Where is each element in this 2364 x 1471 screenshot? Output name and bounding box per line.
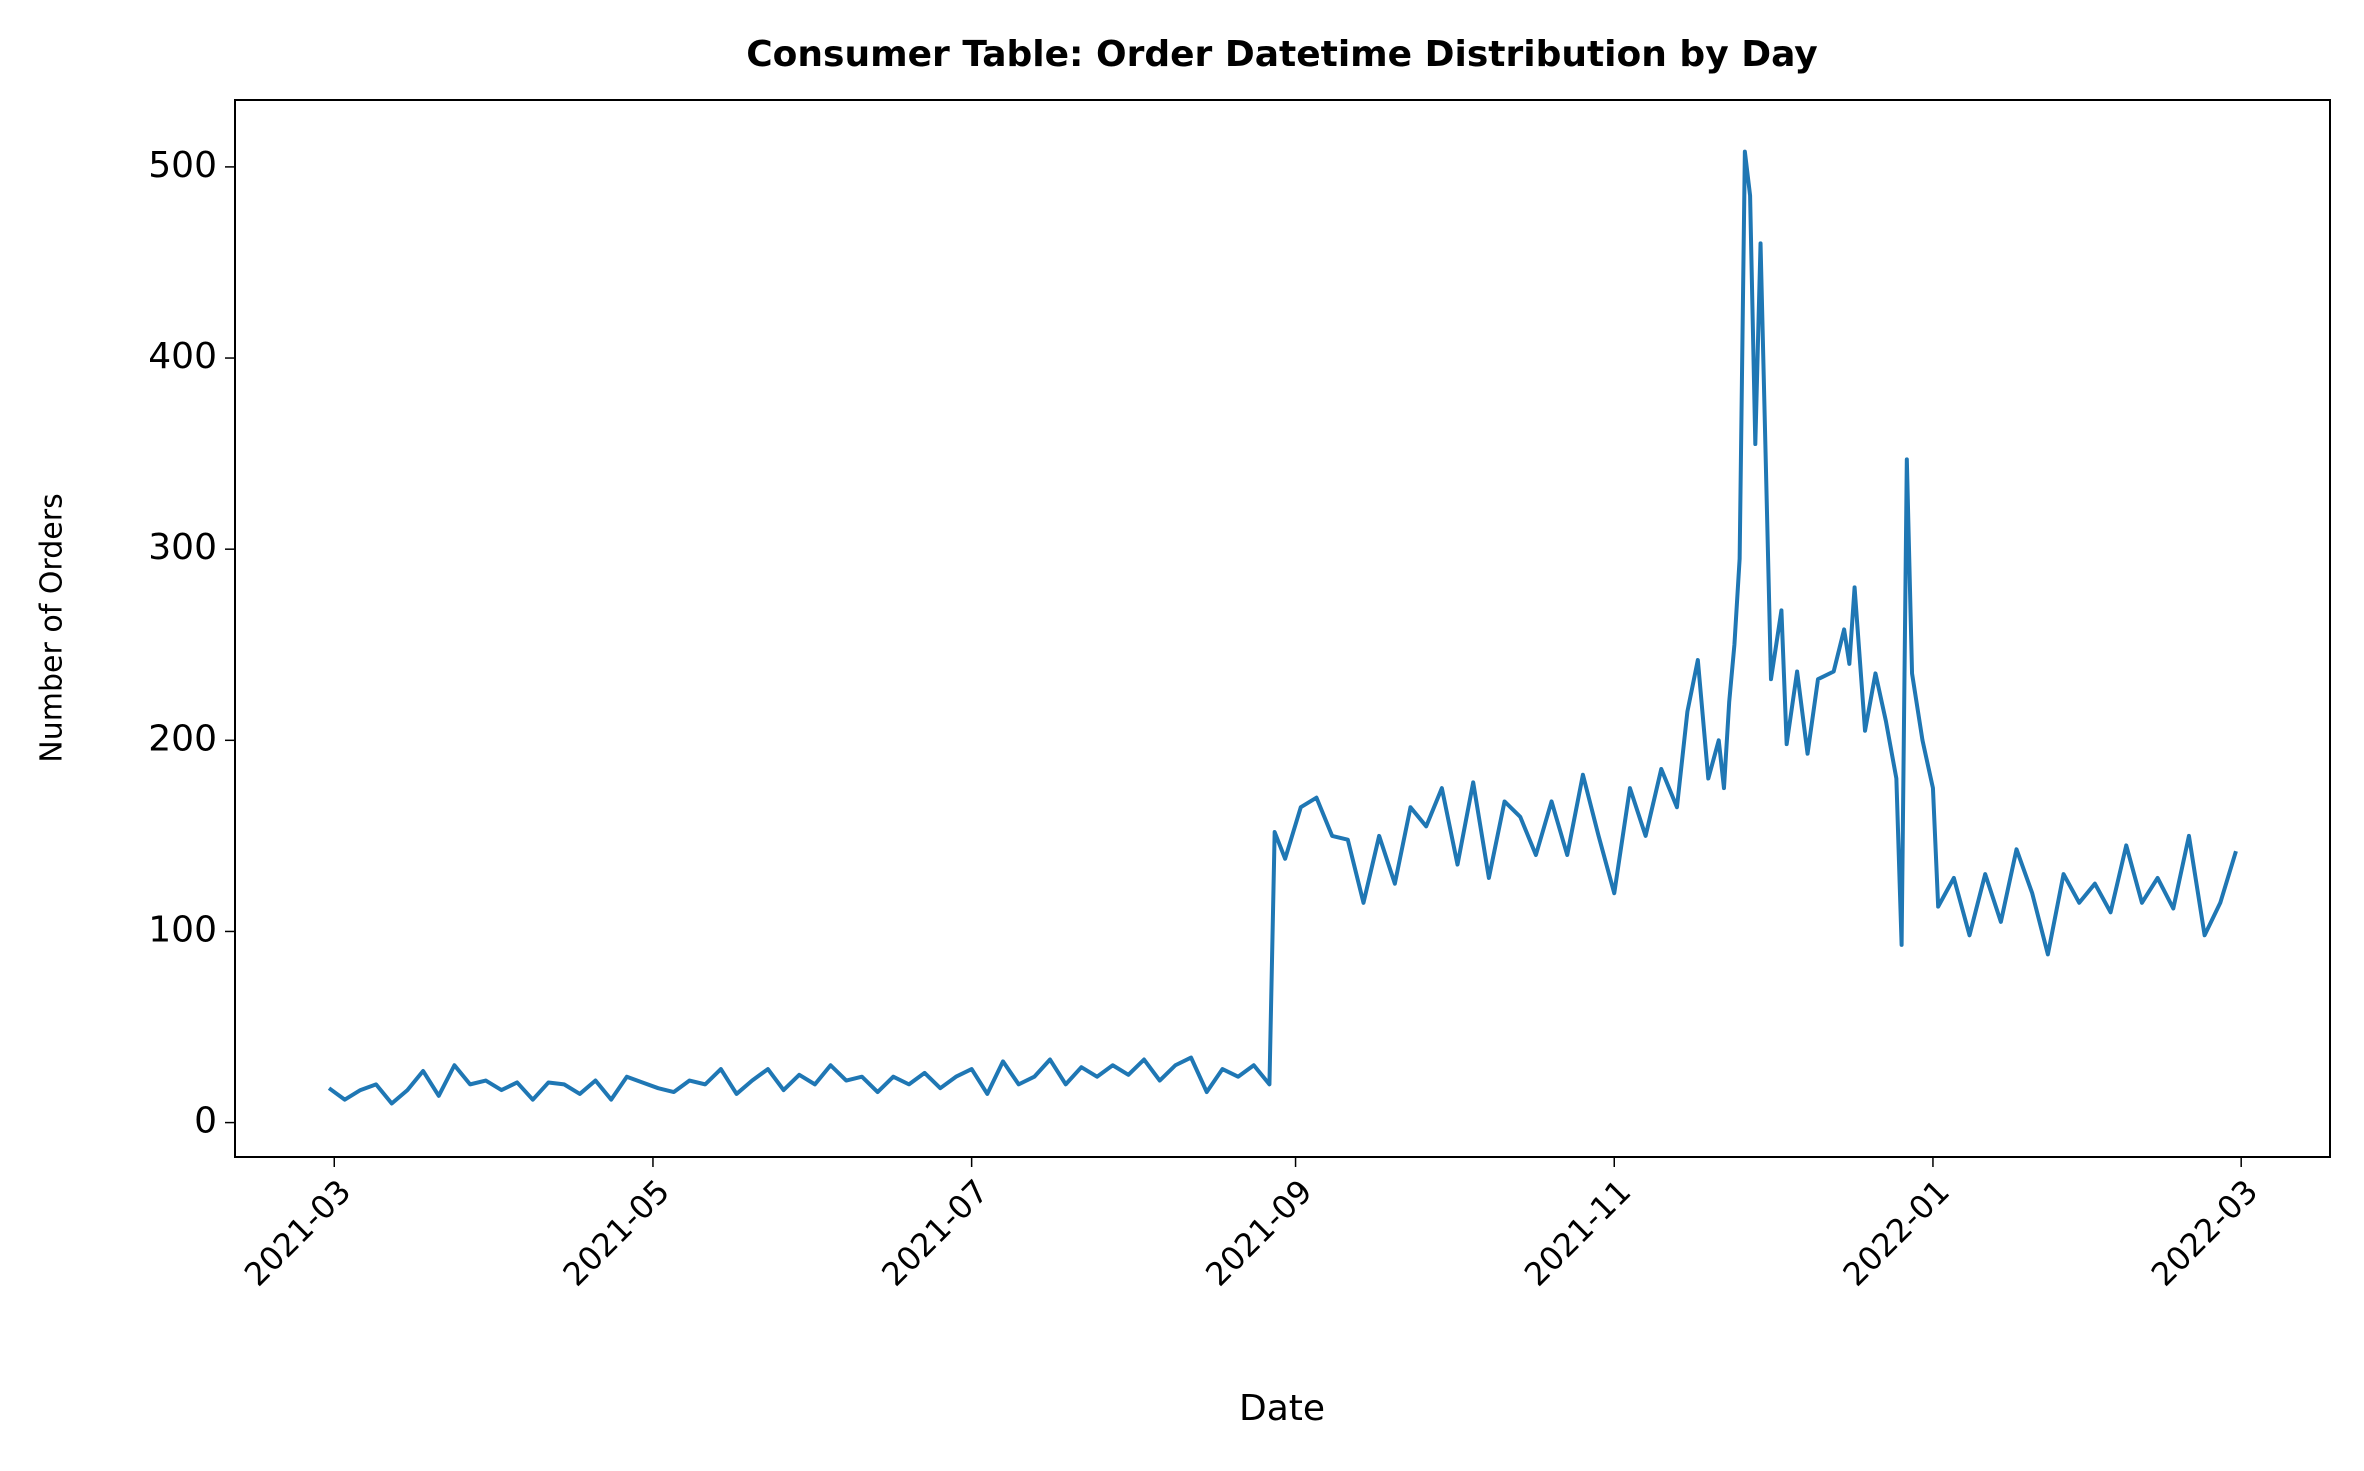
y-axis-label: Number of Orders <box>35 493 70 762</box>
plot-frame <box>234 99 2331 1158</box>
x-tick-label: 2022-03 <box>2144 1172 2265 1293</box>
x-tick-label: 2021-05 <box>556 1172 677 1293</box>
x-tick-label: 2022-01 <box>1836 1172 1957 1293</box>
chart-title: Consumer Table: Order Datetime Distribut… <box>746 34 1817 75</box>
x-tick-label: 2021-03 <box>237 1172 358 1293</box>
x-tick-label: 2021-07 <box>874 1172 995 1293</box>
data-line <box>327 149 2238 1106</box>
x-tick-label: 2021-09 <box>1198 1172 1319 1293</box>
x-tick-label: 2021-11 <box>1517 1172 1638 1293</box>
y-tick-label: 100 <box>148 909 217 950</box>
y-tick-label: 500 <box>148 145 217 186</box>
y-tick-label: 0 <box>194 1101 217 1142</box>
y-tick-label: 200 <box>148 718 217 759</box>
x-axis-label: Date <box>1239 1388 1325 1429</box>
y-tick-label: 300 <box>148 527 217 568</box>
y-tick-label: 400 <box>148 336 217 377</box>
